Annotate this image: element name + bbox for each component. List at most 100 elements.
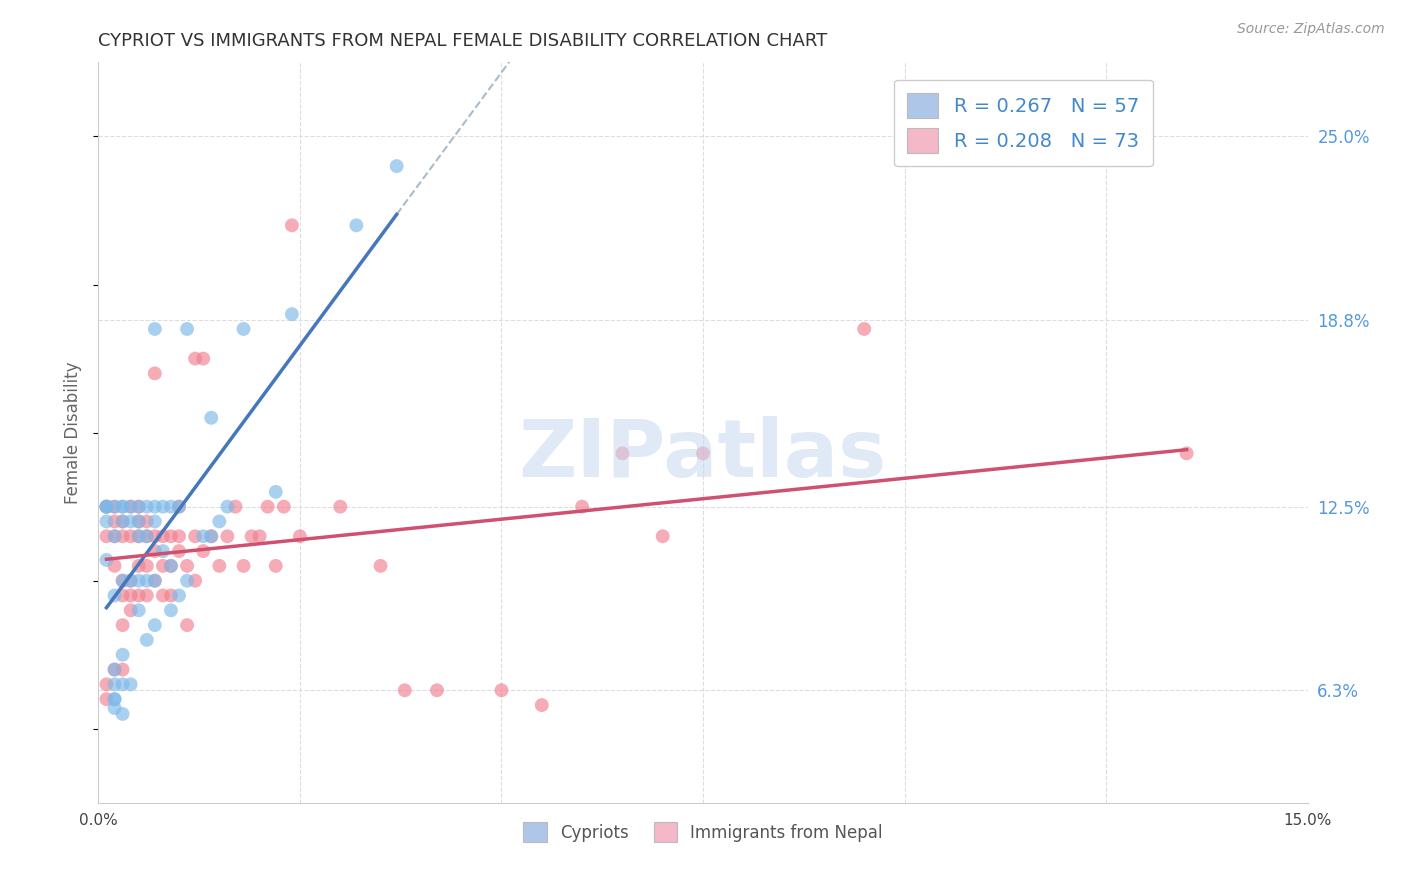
- Point: [152, 589, 174, 603]
- Point: [111, 618, 134, 632]
- Point: [143, 574, 166, 588]
- Point: [128, 529, 150, 543]
- Legend: Cypriots, Immigrants from Nepal: Cypriots, Immigrants from Nepal: [515, 814, 891, 850]
- Point: [96, 553, 118, 567]
- Y-axis label: Female Disability: Female Disability: [65, 361, 83, 504]
- Point: [96, 500, 118, 514]
- Point: [120, 677, 142, 691]
- Point: [135, 574, 157, 588]
- Point: [143, 574, 166, 588]
- Point: [193, 544, 215, 558]
- Point: [111, 500, 134, 514]
- Point: [200, 529, 222, 543]
- Point: [288, 529, 311, 543]
- Point: [167, 500, 190, 514]
- Point: [370, 558, 392, 573]
- Point: [128, 500, 150, 514]
- Point: [103, 500, 125, 514]
- Point: [128, 515, 150, 529]
- Point: [152, 529, 174, 543]
- Point: [240, 529, 263, 543]
- Point: [394, 683, 416, 698]
- Point: [111, 589, 134, 603]
- Point: [96, 500, 118, 514]
- Point: [208, 558, 231, 573]
- Point: [103, 663, 125, 677]
- Point: [111, 677, 134, 691]
- Point: [264, 484, 287, 499]
- Point: [329, 500, 352, 514]
- Point: [200, 529, 222, 543]
- Point: [167, 500, 190, 514]
- Point: [217, 529, 239, 543]
- Point: [103, 701, 125, 715]
- Point: [128, 589, 150, 603]
- Point: [853, 322, 876, 336]
- Point: [249, 529, 271, 543]
- Text: CYPRIOT VS IMMIGRANTS FROM NEPAL FEMALE DISABILITY CORRELATION CHART: CYPRIOT VS IMMIGRANTS FROM NEPAL FEMALE …: [98, 32, 828, 50]
- Point: [281, 219, 304, 233]
- Point: [143, 618, 166, 632]
- Point: [103, 692, 125, 706]
- Point: [176, 618, 198, 632]
- Point: [571, 500, 593, 514]
- Point: [176, 574, 198, 588]
- Point: [120, 515, 142, 529]
- Point: [160, 500, 183, 514]
- Point: [111, 574, 134, 588]
- Point: [128, 515, 150, 529]
- Point: [224, 500, 246, 514]
- Point: [128, 603, 150, 617]
- Point: [651, 529, 673, 543]
- Point: [143, 529, 166, 543]
- Point: [264, 558, 287, 573]
- Text: Source: ZipAtlas.com: Source: ZipAtlas.com: [1237, 22, 1385, 37]
- Point: [176, 322, 198, 336]
- Point: [143, 322, 166, 336]
- Point: [135, 529, 157, 543]
- Point: [256, 500, 278, 514]
- Point: [184, 351, 207, 366]
- Text: ZIPatlas: ZIPatlas: [519, 416, 887, 494]
- Point: [152, 544, 174, 558]
- Point: [167, 529, 190, 543]
- Point: [96, 529, 118, 543]
- Point: [96, 692, 118, 706]
- Point: [344, 219, 367, 233]
- Point: [120, 500, 142, 514]
- Point: [143, 515, 166, 529]
- Point: [491, 683, 513, 698]
- Point: [111, 663, 134, 677]
- Point: [120, 529, 142, 543]
- Point: [385, 159, 408, 173]
- Point: [184, 529, 207, 543]
- Point: [111, 515, 134, 529]
- Point: [103, 529, 125, 543]
- Point: [103, 500, 125, 514]
- Point: [217, 500, 239, 514]
- Point: [160, 558, 183, 573]
- Point: [152, 558, 174, 573]
- Point: [96, 500, 118, 514]
- Point: [96, 500, 118, 514]
- Point: [426, 683, 449, 698]
- Point: [128, 558, 150, 573]
- Point: [103, 677, 125, 691]
- Point: [160, 589, 183, 603]
- Point: [135, 500, 157, 514]
- Point: [143, 500, 166, 514]
- Point: [530, 698, 553, 712]
- Point: [193, 351, 215, 366]
- Point: [120, 589, 142, 603]
- Point: [692, 446, 714, 460]
- Point: [232, 322, 254, 336]
- Point: [612, 446, 634, 460]
- Point: [103, 589, 125, 603]
- Point: [120, 574, 142, 588]
- Point: [111, 500, 134, 514]
- Point: [103, 663, 125, 677]
- Point: [111, 706, 134, 721]
- Point: [128, 529, 150, 543]
- Point: [193, 529, 215, 543]
- Point: [103, 529, 125, 543]
